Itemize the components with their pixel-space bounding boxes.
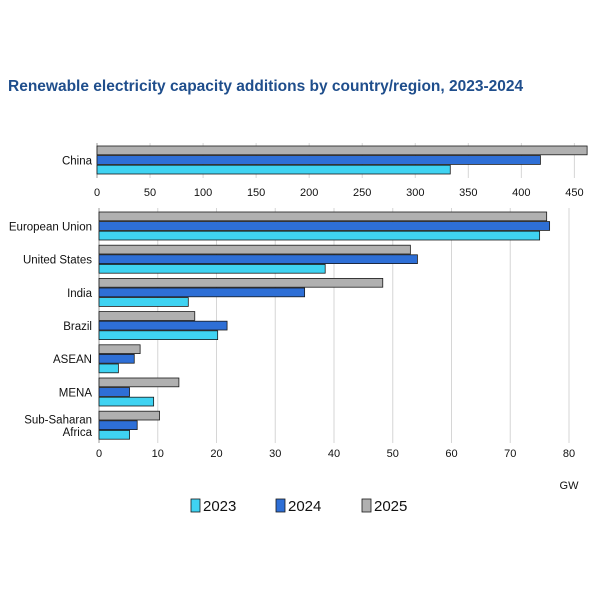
top-x-tick-label: 450: [565, 187, 583, 199]
bar-european-union-2024: [98, 221, 551, 231]
bar-brazil-2023: [98, 330, 219, 340]
top-x-tick-label: 150: [247, 187, 265, 199]
category-label-line: Brazil: [63, 321, 92, 333]
bottom-x-tick-label: 10: [152, 448, 164, 460]
bar-mena-2023: [98, 396, 155, 407]
top-x-tick-label: 0: [94, 187, 100, 199]
bottom-x-tick-label: 50: [387, 448, 399, 460]
category-label-line: Africa: [63, 427, 93, 439]
category-label-line: United States: [23, 255, 92, 267]
bar-sub-saharan-africa-2025: [98, 410, 160, 421]
top-x-tick-label: 200: [300, 187, 318, 199]
category-label-china: China: [62, 155, 93, 167]
bar-european-union-2023: [98, 230, 541, 241]
top-x-tick-label: 100: [194, 187, 212, 199]
unit-label: GW: [560, 480, 580, 492]
category-label-mena: MENA: [59, 387, 93, 399]
category-label-india: India: [67, 288, 93, 300]
top-x-tick-label: 300: [406, 187, 424, 199]
bottom-x-tick-label: 20: [210, 448, 222, 460]
bar-mena-2024: [98, 387, 130, 397]
bar-united-states-2025: [98, 244, 411, 255]
bottom-x-tick-label: 70: [504, 448, 516, 460]
bar-asean-2023: [98, 363, 119, 374]
category-label-european-union: European Union: [9, 221, 92, 233]
category-label-line: China: [62, 155, 93, 167]
chart-title: Renewable electricity capacity additions…: [8, 78, 524, 95]
legend-label-2025: 2025: [374, 498, 407, 515]
bottom-x-tick-label: 60: [445, 448, 457, 460]
legend-label-2023: 2023: [203, 498, 236, 515]
category-label-asean: ASEAN: [53, 354, 92, 366]
top-x-tick-label: 50: [144, 187, 156, 199]
top-x-tick-label: 400: [512, 187, 530, 199]
category-label-line: Sub-Saharan: [24, 414, 92, 426]
bottom-x-tick-label: 0: [96, 448, 102, 460]
bar-india-2025: [98, 277, 384, 288]
bar-china-2024: [96, 155, 541, 165]
bottom-x-tick-label: 30: [269, 448, 281, 460]
legend-label-2024: 2024: [288, 498, 321, 515]
bar-united-states-2023: [98, 263, 326, 274]
category-label-brazil: Brazil: [63, 321, 92, 333]
category-label-united-states: United States: [23, 255, 92, 267]
bar-india-2023: [98, 297, 189, 307]
bar-asean-2025: [98, 344, 141, 354]
bottom-x-tick-label: 40: [328, 448, 340, 460]
bar-mena-2025: [98, 377, 180, 388]
category-label-line: ASEAN: [53, 354, 92, 366]
bar-brazil-2024: [98, 320, 228, 331]
category-label-line: India: [67, 288, 93, 300]
top-x-tick-label: 250: [353, 187, 371, 199]
category-label-line: European Union: [9, 221, 92, 233]
legend-swatch-2023: [190, 498, 201, 513]
bar-india-2024: [98, 287, 306, 298]
bar-sub-saharan-africa-2023: [98, 429, 130, 440]
legend-swatch-2025: [361, 498, 372, 513]
legend-swatch-2024: [275, 498, 286, 513]
bar-united-states-2024: [98, 254, 418, 265]
category-label-sub-saharan-africa: Sub-Saharan Africa: [24, 414, 92, 439]
bar-china-2025: [96, 145, 588, 156]
bar-china-2023: [96, 164, 451, 175]
bottom-x-tick-label: 80: [563, 448, 575, 460]
top-x-tick-label: 350: [459, 187, 477, 199]
category-label-line: MENA: [59, 387, 93, 399]
bar-sub-saharan-africa-2024: [98, 420, 138, 430]
bar-brazil-2025: [98, 311, 196, 321]
bar-european-union-2025: [98, 211, 548, 222]
bar-asean-2024: [98, 353, 135, 364]
